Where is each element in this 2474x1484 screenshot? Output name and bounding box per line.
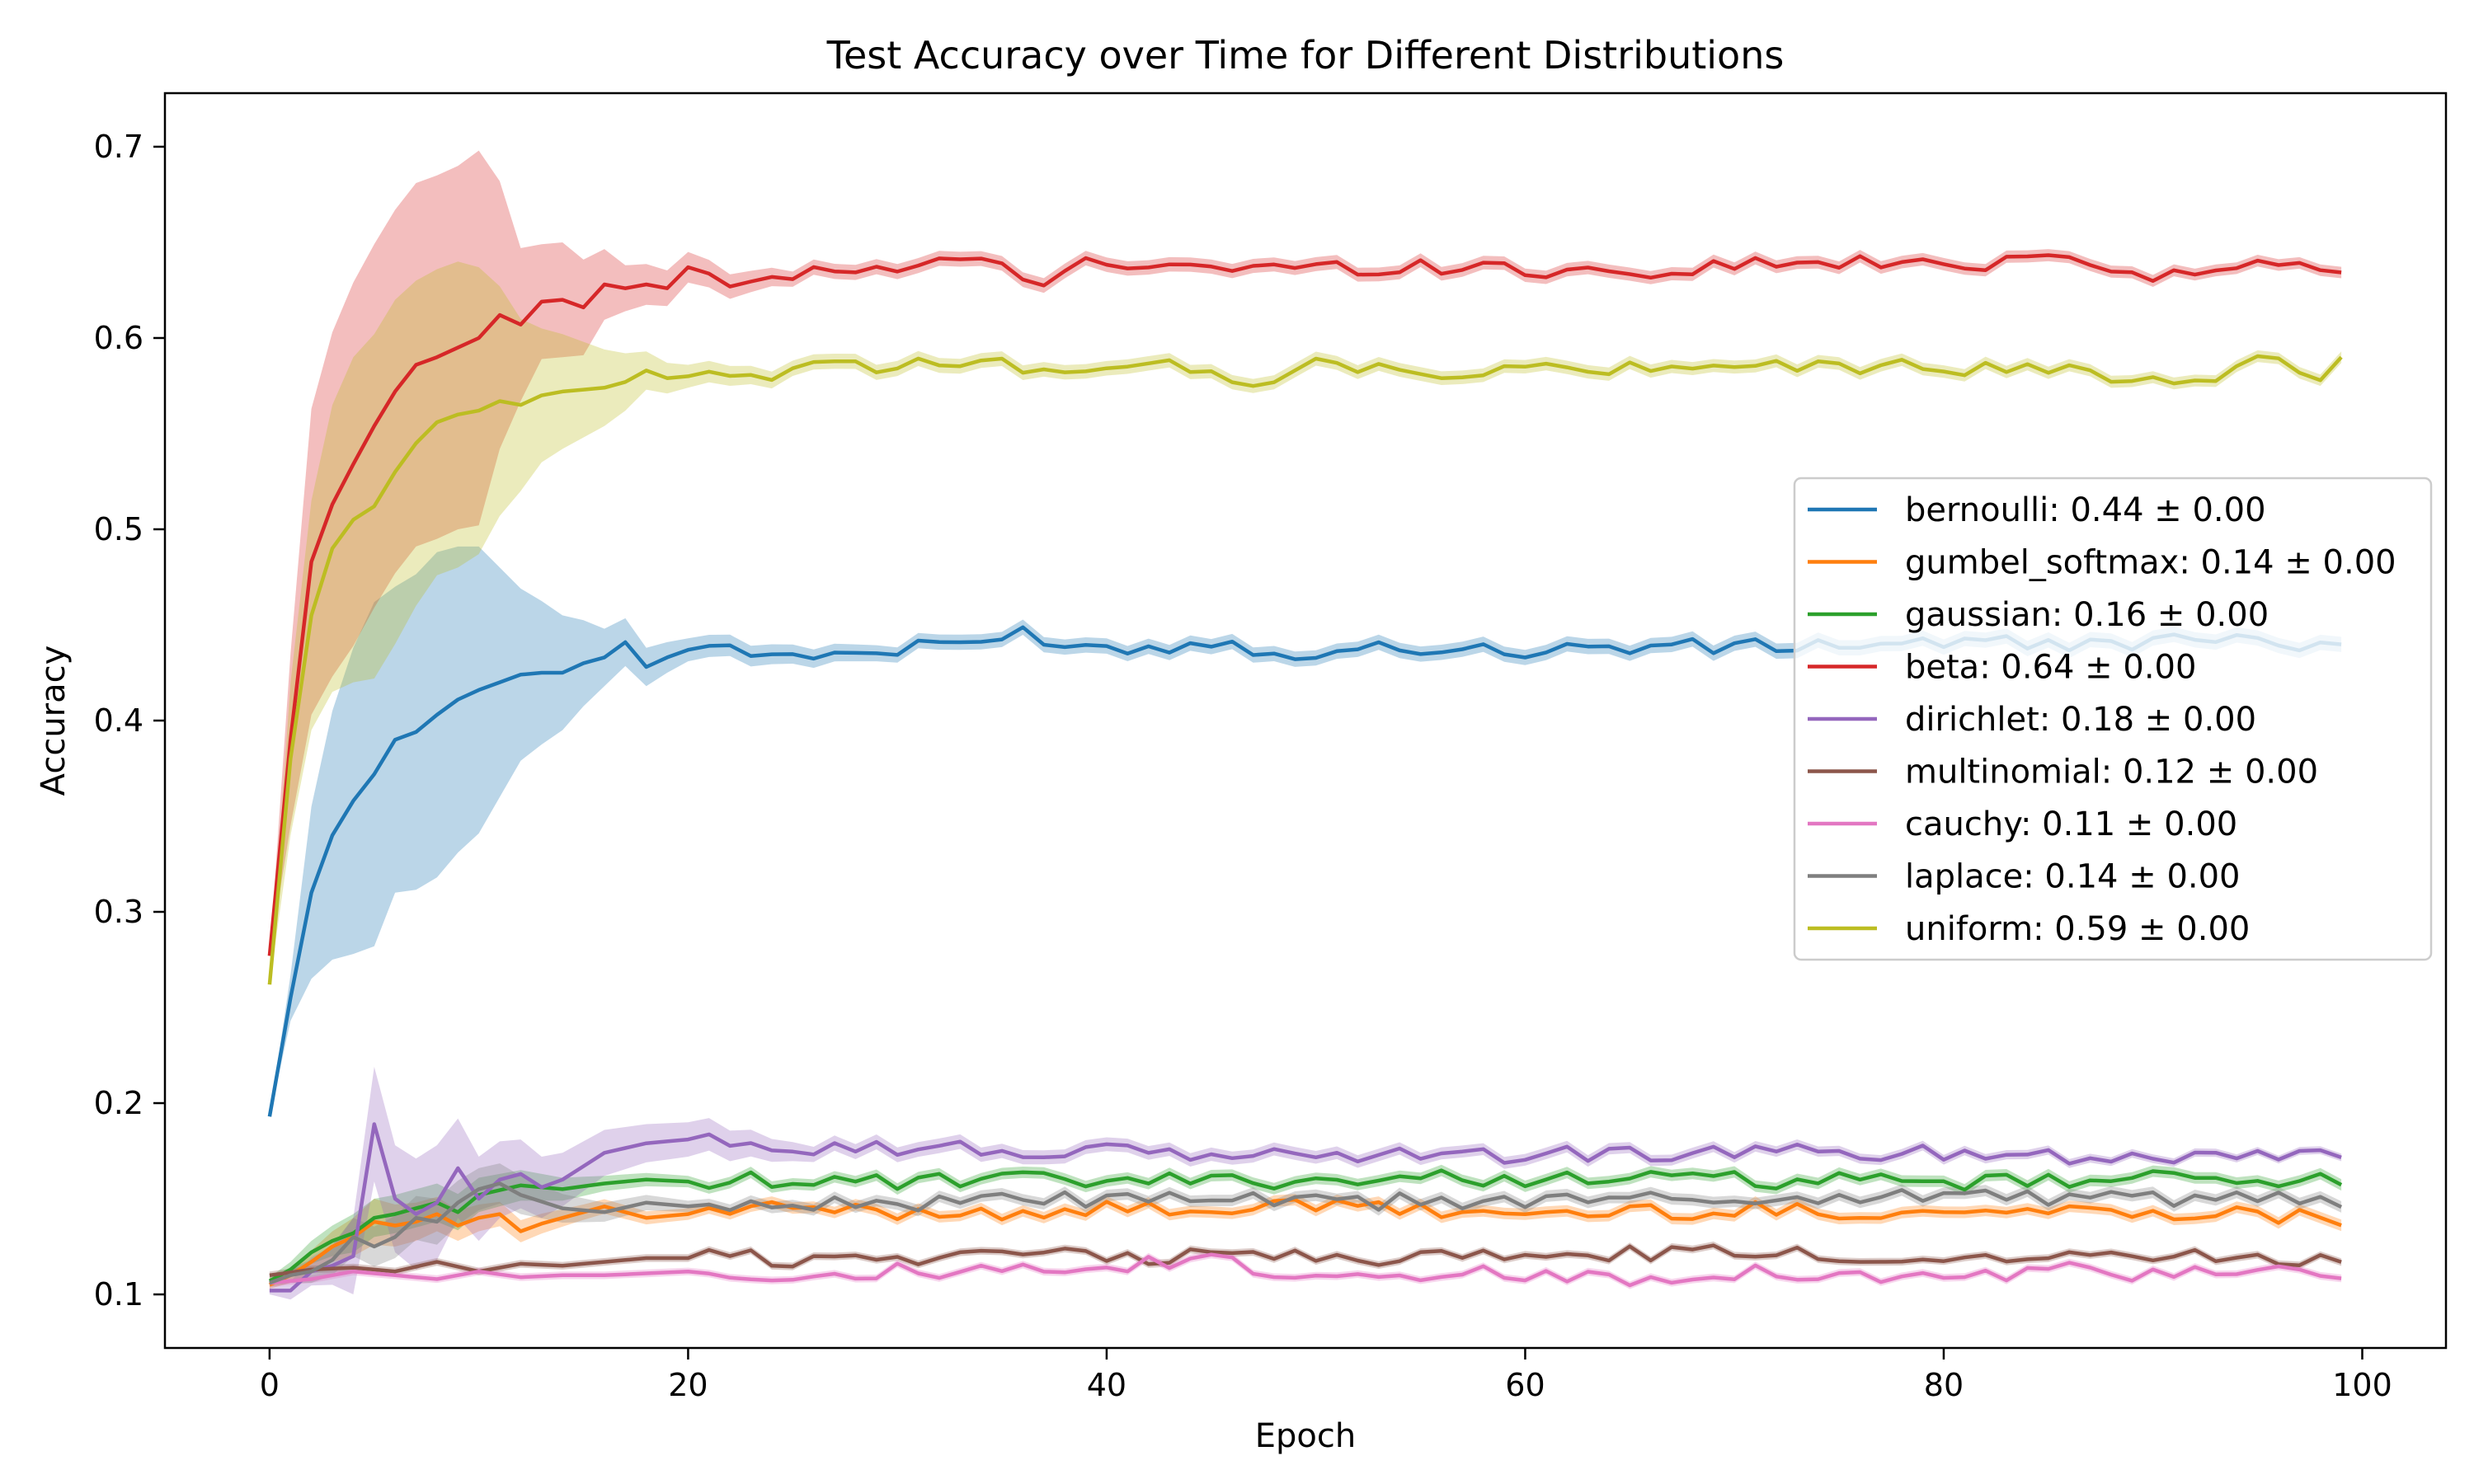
legend-label-gumbel_softmax: gumbel_softmax: 0.14 ± 0.00 [1905, 544, 2396, 582]
legend-label-uniform: uniform: 0.59 ± 0.00 [1905, 910, 2250, 948]
x-axis: 0 20 40 60 80 100 [260, 1348, 2392, 1403]
legend-box [1793, 477, 2433, 961]
x-tick-label: 60 [1505, 1367, 1545, 1403]
x-tick-label: 0 [260, 1367, 280, 1403]
y-axis: 0.1 0.2 0.3 0.4 0.5 0.6 0.7 [94, 129, 165, 1313]
laplace-line [269, 1181, 2343, 1285]
x-tick-label: 20 [668, 1367, 708, 1403]
legend-label-gaussian: gaussian: 0.16 ± 0.00 [1905, 596, 2269, 634]
laplace-band [269, 1163, 2342, 1287]
dirichlet-line [269, 1122, 2342, 1293]
uniform-line [267, 354, 2343, 985]
legend-label-bernoulli: bernoulli: 0.44 ± 0.00 [1905, 491, 2266, 529]
x-tick-label: 80 [1924, 1367, 1964, 1403]
x-axis-title: Epoch [1255, 1417, 1356, 1455]
y-tick-label: 0.4 [94, 702, 143, 739]
y-tick-label: 0.3 [94, 894, 143, 930]
cauchy-line [269, 1252, 2342, 1288]
beta-line [267, 253, 2342, 956]
multinomial-line [269, 1243, 2342, 1278]
y-tick-label: 0.1 [94, 1276, 143, 1313]
y-tick-label: 0.7 [94, 129, 143, 165]
y-tick-label: 0.6 [94, 320, 143, 356]
x-tick-label: 100 [2332, 1367, 2392, 1403]
y-tick-label: 0.2 [94, 1085, 143, 1121]
y-tick-label: 0.5 [94, 511, 143, 547]
legend-label-cauchy: cauchy: 0.11 ± 0.00 [1905, 805, 2237, 843]
chart-title: Test Accuracy over Time for Different Di… [826, 33, 1785, 77]
series-lines [267, 253, 2343, 1293]
multinomial-band [269, 1241, 2342, 1280]
gumbel_softmax-band [269, 1194, 2342, 1289]
legend-label-dirichlet: dirichlet: 0.18 ± 0.00 [1905, 701, 2256, 739]
x-tick-label: 40 [1087, 1367, 1126, 1403]
y-axis-title: Accuracy [35, 646, 73, 796]
legend: bernoulli: 0.44 ± 0.00 gumbel_softmax: 0.… [1793, 477, 2433, 961]
gaussian-line [268, 1168, 2343, 1283]
legend-label-multinomial: multinomial: 0.12 ± 0.00 [1905, 754, 2318, 791]
legend-label-laplace: laplace: 0.14 ± 0.00 [1905, 858, 2241, 896]
legend-label-beta: beta: 0.64 ± 0.00 [1905, 649, 2196, 687]
beta-band [269, 150, 2342, 956]
bernoulli-band [269, 546, 2342, 1117]
uniform-band [269, 261, 2342, 985]
